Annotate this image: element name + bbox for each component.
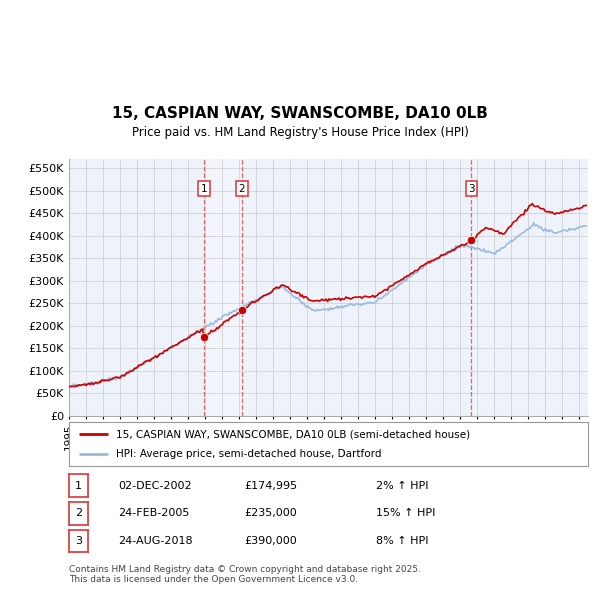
Text: £174,995: £174,995: [244, 481, 298, 490]
Text: HPI: Average price, semi-detached house, Dartford: HPI: Average price, semi-detached house,…: [116, 449, 381, 458]
Text: 15% ↑ HPI: 15% ↑ HPI: [376, 509, 436, 519]
Text: 24-FEB-2005: 24-FEB-2005: [118, 509, 190, 519]
Text: 2: 2: [75, 509, 82, 519]
Text: 3: 3: [75, 536, 82, 546]
Bar: [472, 159, 480, 416]
Text: 3: 3: [468, 184, 475, 194]
Text: 8% ↑ HPI: 8% ↑ HPI: [376, 536, 428, 546]
Bar: [204, 159, 242, 416]
Text: 15, CASPIAN WAY, SWANSCOMBE, DA10 0LB: 15, CASPIAN WAY, SWANSCOMBE, DA10 0LB: [112, 106, 488, 121]
Text: 2: 2: [238, 184, 245, 194]
Text: Price paid vs. HM Land Registry's House Price Index (HPI): Price paid vs. HM Land Registry's House …: [131, 126, 469, 139]
Text: 02-DEC-2002: 02-DEC-2002: [118, 481, 192, 490]
Text: Contains HM Land Registry data © Crown copyright and database right 2025.
This d: Contains HM Land Registry data © Crown c…: [69, 565, 421, 584]
Text: 1: 1: [75, 481, 82, 490]
Text: £235,000: £235,000: [244, 509, 297, 519]
Text: 2% ↑ HPI: 2% ↑ HPI: [376, 481, 428, 490]
Text: £390,000: £390,000: [244, 536, 297, 546]
Text: 1: 1: [200, 184, 207, 194]
Text: 24-AUG-2018: 24-AUG-2018: [118, 536, 193, 546]
Text: 15, CASPIAN WAY, SWANSCOMBE, DA10 0LB (semi-detached house): 15, CASPIAN WAY, SWANSCOMBE, DA10 0LB (s…: [116, 430, 470, 439]
